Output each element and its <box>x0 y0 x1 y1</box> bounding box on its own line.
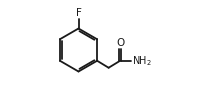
Text: NH$_2$: NH$_2$ <box>132 54 152 68</box>
Text: O: O <box>116 38 124 48</box>
Text: F: F <box>76 8 81 18</box>
